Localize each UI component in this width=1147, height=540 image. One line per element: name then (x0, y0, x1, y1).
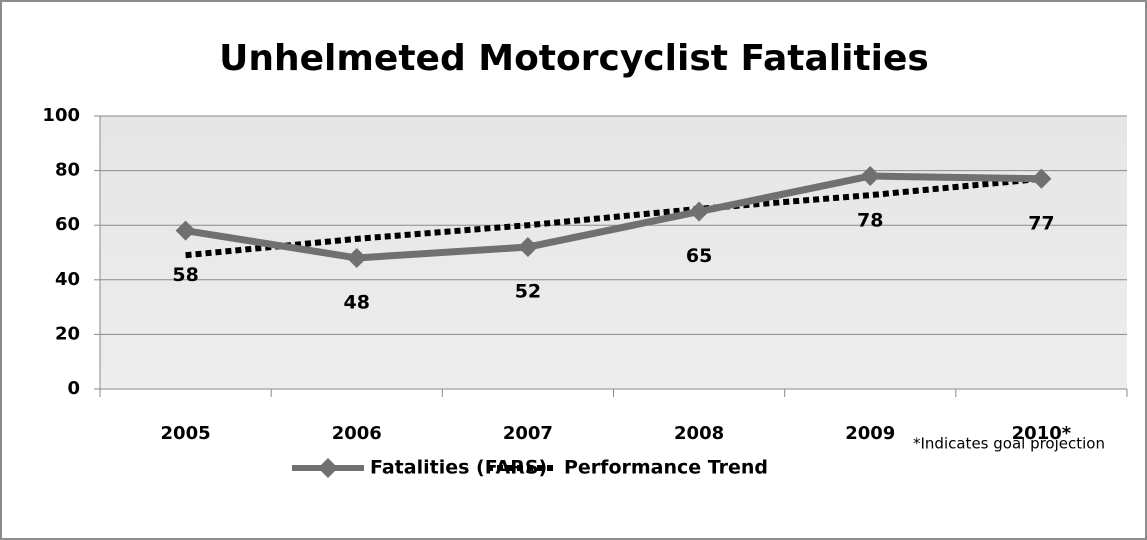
x-tick-label: 2005 (161, 423, 211, 444)
data-label: 48 (344, 291, 370, 313)
y-tick-label: 20 (55, 323, 80, 344)
legend-swatch (318, 458, 338, 478)
marker (860, 166, 881, 187)
annotation: *Indicates goal projection (913, 435, 1105, 453)
data-label: 77 (1028, 212, 1054, 234)
y-tick-label: 40 (55, 269, 80, 290)
y-tick-label: 100 (42, 105, 80, 126)
data-label: 65 (686, 245, 712, 267)
series-line (185, 172, 1042, 262)
legend-label: Fatalities (FARS) (370, 457, 547, 479)
y-tick-label: 60 (55, 214, 80, 235)
x-tick-label: 2006 (332, 423, 382, 444)
y-tick-label: 0 (67, 378, 80, 399)
plot-area (100, 116, 1127, 389)
data-label: 58 (172, 264, 198, 286)
marker (1031, 168, 1052, 189)
marker (689, 201, 710, 222)
x-tick-label: 2010* (1012, 423, 1072, 444)
x-tick-label: 2008 (674, 423, 724, 444)
data-label: 52 (515, 281, 541, 303)
marker (517, 237, 538, 258)
chart-title: Unhelmeted Motorcyclist Fatalities (219, 38, 929, 79)
series-line (185, 175, 1042, 259)
legend-label: Performance Trend (564, 457, 768, 479)
marker (175, 220, 196, 241)
y-tick-label: 80 (55, 160, 80, 181)
data-label: 78 (857, 210, 883, 232)
x-tick-label: 2007 (503, 423, 553, 444)
marker (346, 247, 367, 268)
x-tick-label: 2009 (845, 423, 895, 444)
